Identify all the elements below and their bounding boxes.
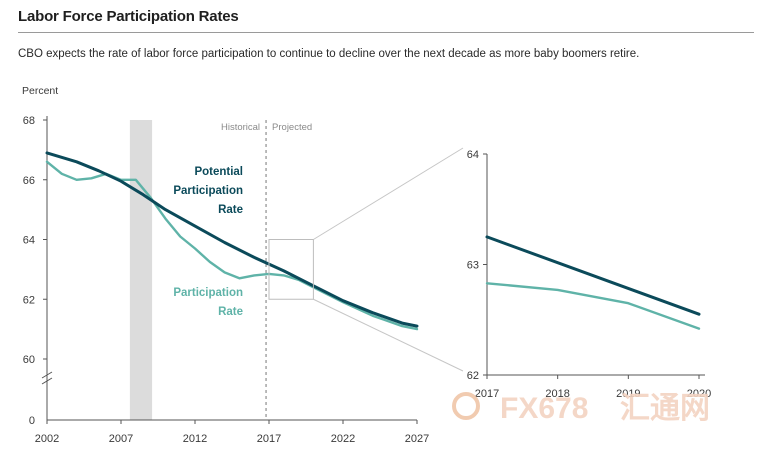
chart-subtitle: CBO expects the rate of labor force part… [18,48,640,60]
inset-x-tick-label: 2019 [616,388,640,400]
inset-y-tick-label: 64 [467,149,479,161]
x-tick-label: 2007 [109,433,133,445]
x-tick-label: 2022 [331,433,355,445]
participation-rate-label-line: Rate [218,306,243,318]
x-tick-label: 2012 [183,433,207,445]
inset-y-tick-label: 62 [467,370,479,382]
y-tick-label: 66 [23,175,35,187]
watermark-logo-icon [452,392,480,420]
zoom-box [268,239,314,300]
x-tick-label: 2027 [405,433,429,445]
y-tick-label: 0 [29,415,35,427]
inset-y-tick-label: 63 [467,260,479,272]
x-tick-label: 2017 [257,433,281,445]
y-tick-label: 60 [23,354,35,366]
y-tick-label: 68 [23,115,35,127]
y-axis-label: Percent [22,85,58,97]
potential-rate-line [45,151,419,328]
participation-rate-label: Participation Rate [173,287,243,318]
participation-rate-label-line: Participation [173,287,243,299]
title-rule [18,32,754,33]
zoom-connector-bottom [313,298,464,372]
y-tick-label: 64 [23,235,35,247]
inset-potential-rate-line [485,235,701,316]
watermark: FX678 汇通网 [452,392,710,425]
historical-label: Historical [221,122,260,133]
axis-break [41,371,53,385]
inset-x-tick-label: 2017 [475,388,499,400]
potential-rate-label-line: Rate [218,204,243,216]
x-tick-label: 2002 [35,433,59,445]
watermark-cjk: 汇通网 [620,392,710,425]
inset-chart: 64 63 62 2017 2018 2019 2020 [313,147,711,400]
potential-rate-label-line: Potential [194,166,243,178]
chart-title: Labor Force Participation Rates [18,8,239,25]
zoom-connector-top [313,147,464,240]
recession-shading [129,120,153,420]
potential-rate-label: Potential Participation Rate [173,166,243,216]
inset-participation-rate-line [485,282,701,330]
watermark-latin: FX678 [500,392,588,425]
y-tick-label: 62 [23,294,35,306]
inset-x-tick-label: 2018 [545,388,569,400]
inset-x-tick-label: 2020 [687,388,711,400]
potential-rate-label-line: Participation [173,185,243,197]
projected-label: Projected [272,122,312,133]
